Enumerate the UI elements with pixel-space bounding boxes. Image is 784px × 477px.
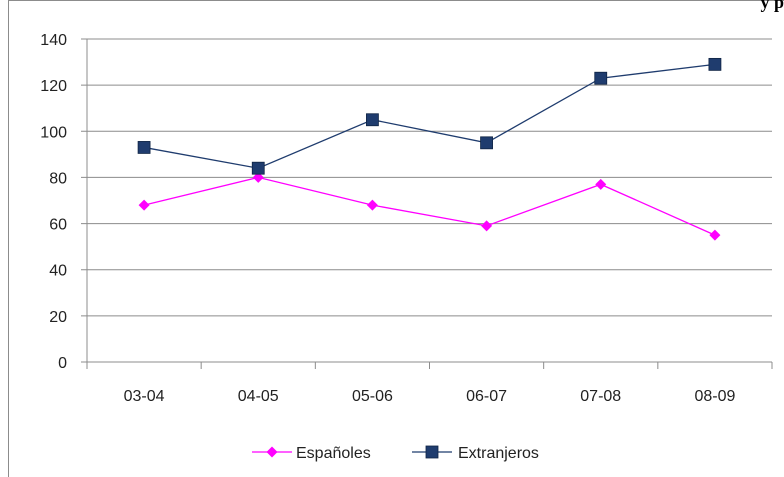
series-espanoles: [138, 171, 721, 241]
data-point-espanoles: [138, 199, 150, 211]
y-tick-label: 80: [49, 170, 67, 187]
x-tick-label: 04-05: [238, 388, 279, 405]
y-tick-label: 120: [40, 78, 67, 95]
y-tick-label: 100: [40, 124, 67, 141]
series-line-espanoles: [143, 176, 716, 236]
y-tick-label: 40: [49, 263, 67, 280]
data-point-extranjeros: [137, 141, 151, 154]
clipped-header-text: y p: [760, 0, 784, 12]
y-tick-label: 20: [49, 309, 67, 326]
data-point-espanoles: [595, 178, 607, 190]
data-point-extranjeros: [366, 113, 379, 127]
legend-label-extranjeros: Extranjeros: [458, 445, 539, 462]
x-tick-labels: 03-04 04-05 05-06 06-07 07-08 08-09: [124, 388, 736, 405]
x-tick-label: 05-06: [352, 388, 393, 405]
legend-label-espanoles: Españoles: [296, 445, 371, 462]
series-line-extranjeros: [143, 63, 715, 169]
legend: Españoles Extranjeros: [252, 445, 539, 462]
legend-marker-extranjeros: [425, 445, 439, 459]
chart-frame: y p: [8, 0, 784, 477]
y-tick-label: 60: [49, 217, 67, 234]
gridlines: [81, 38, 772, 363]
y-tick-labels: 0 20 40 60 80 100 120 140: [40, 32, 67, 372]
data-point-espanoles: [709, 229, 721, 241]
y-tick-label: 0: [58, 355, 67, 372]
data-point-espanoles: [366, 199, 378, 211]
y-tick-label: 140: [40, 32, 67, 49]
axes: [86, 39, 773, 369]
data-point-extranjeros: [480, 136, 493, 150]
data-point-espanoles: [252, 171, 264, 183]
x-tick-label: 07-08: [580, 388, 621, 405]
data-point-extranjeros: [251, 161, 265, 175]
data-point-extranjeros: [594, 71, 608, 85]
legend-marker-espanoles: [266, 446, 278, 458]
data-point-extranjeros: [708, 57, 722, 71]
series-extranjeros: [137, 57, 722, 175]
x-tick-label: 06-07: [466, 388, 507, 405]
x-tick-label: 08-09: [694, 388, 735, 405]
data-point-espanoles: [481, 220, 493, 232]
x-tick-label: 03-04: [124, 388, 165, 405]
series: [137, 57, 722, 241]
